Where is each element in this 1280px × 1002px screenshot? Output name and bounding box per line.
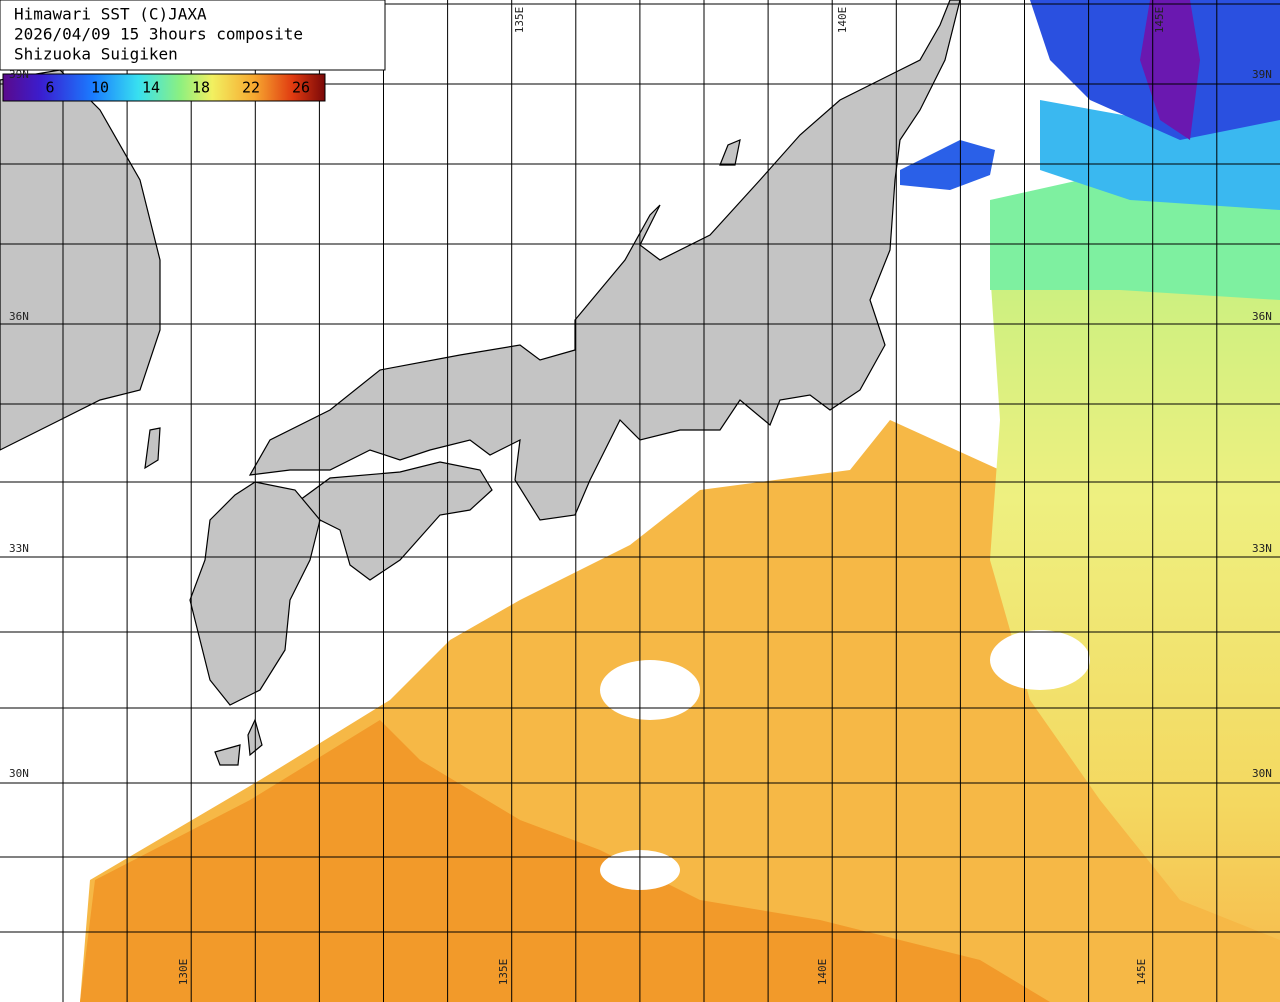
colorbar <box>2 73 326 102</box>
header-line: Shizuoka Suigiken <box>14 45 178 64</box>
header-line: Himawari SST (C)JAXA <box>14 5 207 24</box>
lon-label-top: 140E <box>836 7 849 34</box>
sst-purple <box>1140 0 1200 140</box>
lon-label-bottom: 145E <box>1135 959 1148 986</box>
colorbar-label: 6 <box>45 79 54 97</box>
sst-east <box>990 260 1280 940</box>
labels: 6 10 14 18 22 26 39N 39N 36N 36N 33N 33N 30N 30N 135E 1… <box>9 7 1272 986</box>
colorbar-label: 10 <box>91 79 109 97</box>
header-line: 2026/04/09 15 3hours composite <box>14 25 303 44</box>
island <box>214 744 241 766</box>
colorbar-label: 18 <box>192 79 210 97</box>
cloud-gap <box>600 660 700 720</box>
sst-coastal-blue <box>900 140 995 190</box>
lon-label-bottom: 140E <box>816 959 829 986</box>
cloud-gap <box>990 630 1090 690</box>
land <box>0 0 961 766</box>
header-box <box>0 0 386 71</box>
lon-label-top: 145E <box>1153 7 1166 34</box>
lat-label: 36N <box>1252 310 1272 323</box>
korea <box>0 69 161 451</box>
honshu <box>248 0 961 521</box>
shikoku <box>299 461 493 581</box>
lat-label: 33N <box>1252 542 1272 555</box>
colorbar-label: 22 <box>242 79 260 97</box>
lon-label-bottom: 130E <box>177 959 190 986</box>
sado <box>719 139 741 166</box>
lat-label: 30N <box>1252 767 1272 780</box>
lon-label-bottom: 135E <box>497 959 510 986</box>
lat-label: 36N <box>9 310 29 323</box>
colorbar-label: 26 <box>292 79 310 97</box>
lat-label: 30N <box>9 767 29 780</box>
lat-label: 39N <box>9 68 29 81</box>
colorbar-label: 14 <box>142 79 160 97</box>
lat-label: 33N <box>9 542 29 555</box>
island <box>144 427 161 470</box>
lat-label: 39N <box>1252 68 1272 81</box>
lon-label-top: 135E <box>513 7 526 34</box>
